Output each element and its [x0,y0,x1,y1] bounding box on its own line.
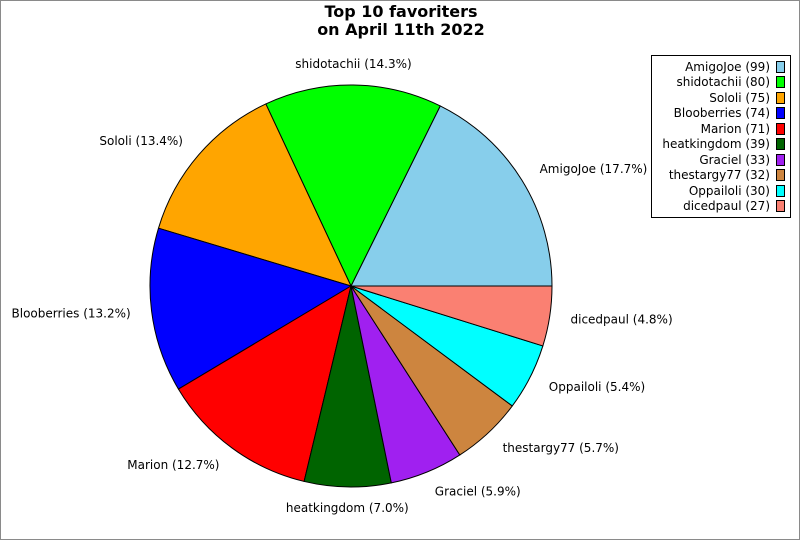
legend-label: Blooberries (74) [673,106,770,121]
chart-title: Top 10 favoriters on April 11th 2022 [1,3,800,39]
pie-slice-4 [177,285,352,482]
slice-label-9: dicedpaul (4.8%) [571,313,673,327]
legend-item-4: Marion (71) [656,121,785,137]
legend-label: AmigoJoe (99) [685,59,770,74]
legend-item-5: heatkingdom (39) [656,137,785,153]
pie-slice-9 [350,285,553,347]
slice-label-6: Graciel (5.9%) [435,485,521,499]
slice-label-2: Sololi (13.4%) [99,134,183,148]
legend-label: Graciel (33) [699,152,770,167]
legend-swatch [776,184,785,197]
legend-item-6: Graciel (33) [656,152,785,168]
pie-slice-2 [157,103,352,287]
slice-label-3: Blooberries (13.2%) [12,306,131,320]
legend-item-9: dicedpaul (27) [656,199,785,215]
legend-label: Sololi (75) [709,90,770,105]
legend-item-3: Blooberries (74) [656,106,785,122]
legend-label: Marion (71) [700,121,770,136]
slice-label-5: heatkingdom (7.0%) [286,501,409,515]
legend-item-0: AmigoJoe (99) [656,59,785,75]
legend-item-7: thestargy77 (32) [656,168,785,184]
legend-swatch [776,153,785,166]
legend-swatch [776,60,785,73]
slice-label-8: Oppailoli (5.4%) [549,380,645,394]
slice-label-1: shidotachii (14.3%) [295,57,411,71]
legend-swatch [776,107,785,120]
legend-label: Oppailoli (30) [688,183,770,198]
legend-label: thestargy77 (32) [668,168,770,183]
legend-item-1: shidotachii (80) [656,75,785,91]
pie-slice-0 [350,105,553,287]
slice-label-4: Marion (12.7%) [127,458,219,472]
slice-label-7: thestargy77 (5.7%) [503,441,619,455]
legend-item-2: Sololi (75) [656,90,785,106]
legend-swatch [776,138,785,151]
pie-slice-1 [265,84,441,287]
legend-swatch [776,122,785,135]
chart-legend: AmigoJoe (99) shidotachii (80) Sololi (75)… [651,55,791,218]
legend-swatch [776,76,785,89]
legend-item-8: Oppailoli (30) [656,183,785,199]
legend-label: heatkingdom (39) [662,137,770,152]
chart-title-line-2: on April 11th 2022 [317,20,485,39]
slice-label-0: AmigoJoe (17.7%) [540,162,648,176]
legend-swatch [776,200,785,213]
legend-swatch [776,169,785,182]
legend-swatch [776,91,785,104]
legend-label: shidotachii (80) [676,75,770,90]
pie-slice-3 [149,227,352,390]
legend-label: dicedpaul (27) [683,199,770,214]
chart-title-line-1: Top 10 favoriters [324,2,478,21]
